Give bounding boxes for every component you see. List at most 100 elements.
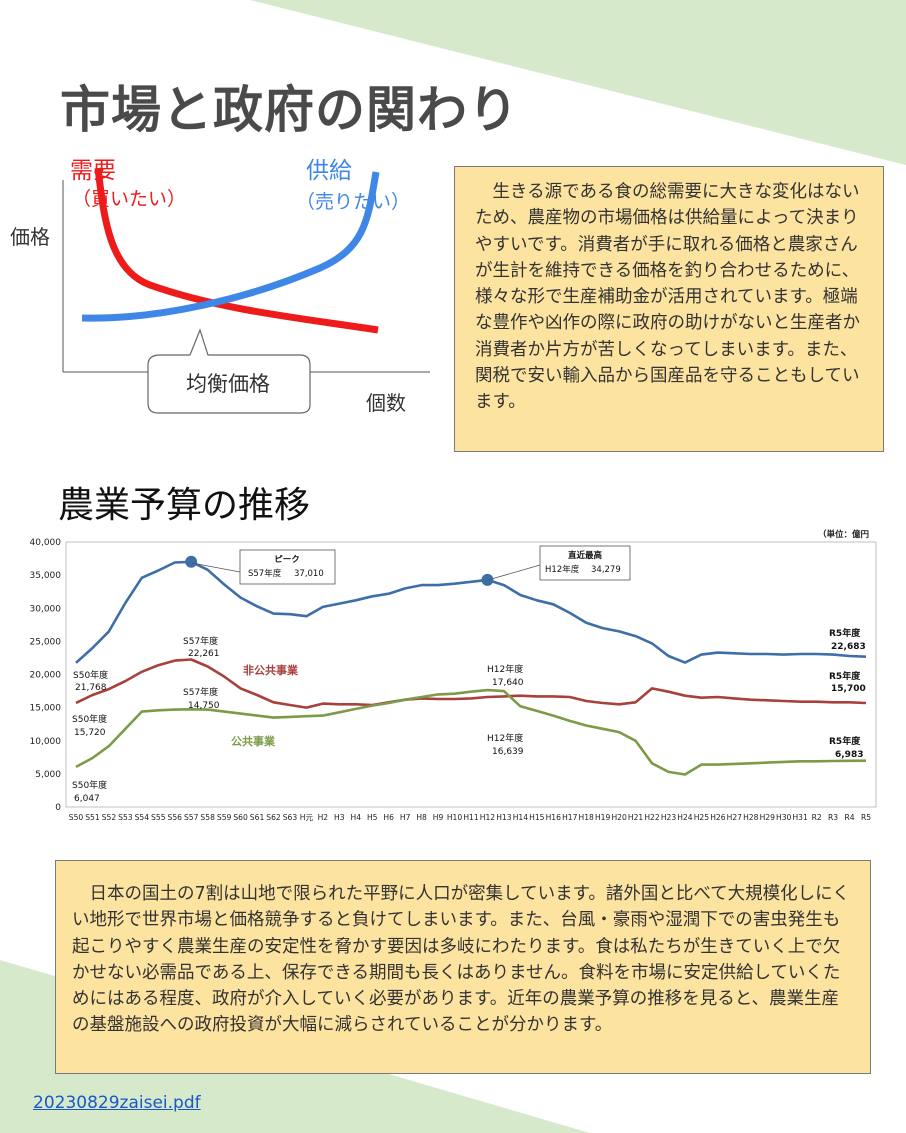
x-tick-label: H18 (579, 813, 595, 822)
y-tick-label: 5,000 (35, 770, 61, 780)
x-tick-label: H31 (792, 813, 808, 822)
x-tick-label: H2 (318, 813, 329, 822)
budget-explanation-box: 日本の国土の7割は山地で限られた平野に人口が密集しています。諸外国と比べて大規模… (55, 860, 871, 1074)
x-tick-label: R3 (828, 813, 838, 822)
x-tick-label: R4 (844, 813, 854, 822)
supply-sub-label: （売りたい） (296, 191, 410, 213)
x-tick-label: H20 (611, 813, 627, 822)
r5-public-label: R5年度 (829, 735, 861, 747)
x-tick-label: H23 (661, 813, 677, 822)
x-tick-label: H元 (300, 813, 314, 822)
h12-public-label: H12年度 (487, 732, 523, 744)
x-tick-label: H21 (628, 813, 644, 822)
demand-label: 需要 (70, 158, 116, 184)
x-tick-label: H27 (727, 813, 743, 822)
series-line-1 (75, 658, 867, 709)
x-tick-label: H24 (677, 813, 693, 822)
x-tick-label: S55 (151, 813, 166, 822)
r5-public-value: 6,983 (835, 750, 863, 760)
equilibrium-callout (147, 328, 311, 414)
x-tick-label: H6 (383, 813, 394, 822)
x-tick-label: S56 (168, 813, 183, 822)
x-tick-label: H3 (334, 813, 345, 822)
r5-total-value: 22,683 (831, 642, 866, 652)
s57-non-public-value: 22,261 (188, 649, 220, 659)
s50-total-label: S50年度 (73, 669, 108, 681)
y-tick-label: 40,000 (30, 538, 62, 548)
demand-curve (94, 167, 379, 334)
supply-curve (81, 171, 380, 322)
source-link[interactable]: 20230829zaisei.pdf (33, 1093, 201, 1113)
x-tick-label: H16 (546, 813, 562, 822)
recent-high-label: H12年度 (545, 564, 580, 575)
unit-label: （単位：億円 (818, 529, 869, 540)
x-tick-label: R2 (812, 813, 822, 822)
recent-high-callout-box (539, 545, 631, 581)
market-explanation-box: 生きる源である食の総需要に大きな変化はないため、農産物の市場価格は供給量によって… (454, 166, 884, 452)
x-tick-label: S63 (283, 813, 298, 822)
x-tick-label: S52 (102, 813, 117, 822)
r5-non-public-label: R5年度 (829, 670, 861, 682)
supply-label: 供給 (306, 158, 352, 184)
x-tick-label: H8 (416, 813, 427, 822)
x-tick-label: H17 (562, 813, 578, 822)
budget-line-chart: 0 5,000 10,000 15,000 20,000 25,000 30,000 35,0… (30, 529, 877, 822)
s50-non-public-label: S50年度 (72, 713, 107, 725)
h12-non-public-value: 17,640 (492, 678, 524, 688)
s50-public-label: S50年度 (72, 779, 107, 791)
x-tick-label: S57 (184, 813, 199, 822)
peak-title: ピーク (274, 554, 300, 565)
x-tick-label: S51 (85, 813, 100, 822)
y-tick-label: 15,000 (30, 704, 62, 714)
x-tick-label: S62 (266, 813, 281, 822)
x-tick-label: S50 (69, 813, 84, 822)
peak-label: S57年度 (248, 568, 282, 579)
x-tick-label: H9 (433, 813, 444, 822)
x-tick-label: H13 (496, 813, 512, 822)
x-tick-label: H26 (710, 813, 726, 822)
quantity-axis-label: 個数 (366, 391, 406, 415)
x-tick-label: H22 (644, 813, 660, 822)
x-tick-label: H15 (529, 813, 545, 822)
price-axis-label: 価格 (10, 225, 50, 249)
plot-frame (65, 541, 877, 808)
x-tick-label: S53 (118, 813, 133, 822)
s50-non-public-value: 15,720 (74, 728, 106, 738)
x-tick-label: H5 (367, 813, 378, 822)
r5-total-label: R5年度 (829, 627, 861, 639)
page-title: 市場と政府の関わり (60, 81, 519, 139)
s50-total-value: 21,768 (75, 683, 107, 693)
h12-public-value: 16,639 (492, 747, 524, 757)
y-tick-label: 35,000 (30, 571, 62, 581)
highlight-point (481, 573, 494, 586)
recent-high-title: 直近最高 (568, 550, 603, 561)
x-tick-label: H19 (595, 813, 611, 822)
x-tick-label: H14 (513, 813, 529, 822)
y-tick-label: 10,000 (30, 737, 62, 747)
demand-sub-label: （買いたい） (72, 188, 186, 210)
y-tick-label: 30,000 (30, 604, 62, 614)
recent-high-value: 34,279 (591, 565, 621, 575)
x-tick-label: S60 (233, 813, 248, 822)
r5-non-public-value: 15,700 (831, 684, 866, 694)
series-line-2 (75, 688, 867, 776)
s57-public-value: 14,750 (188, 701, 220, 711)
x-tick-label: H29 (760, 813, 776, 822)
x-tick-label: H30 (776, 813, 792, 822)
highlight-point (185, 555, 198, 568)
public-series-label: 公共事業 (231, 734, 276, 748)
s50-public-value: 6,047 (74, 794, 100, 804)
x-tick-label: H12 (480, 813, 496, 822)
y-tick-label: 20,000 (30, 671, 62, 681)
peak-callout-box (239, 549, 336, 585)
x-tick-label: H11 (463, 813, 479, 822)
x-tick-label: S59 (217, 813, 232, 822)
x-tick-label: R5 (861, 813, 871, 822)
y-tick-label: 0 (55, 803, 61, 813)
series-line-0 (75, 560, 867, 664)
x-tick-label: H4 (351, 813, 362, 822)
x-tick-label: S54 (135, 813, 150, 822)
x-tick-label: H10 (447, 813, 463, 822)
s57-non-public-label: S57年度 (183, 635, 218, 647)
x-tick-label: S58 (200, 813, 215, 822)
